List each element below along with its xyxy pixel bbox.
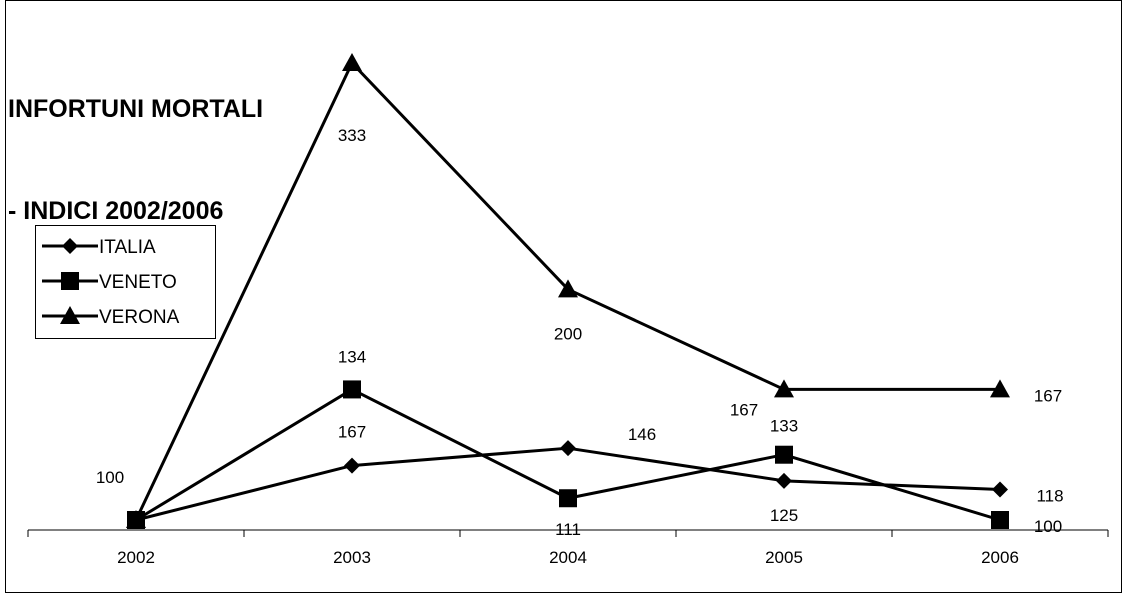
data-point-veneto [559, 489, 577, 508]
data-point-veneto [991, 511, 1009, 529]
chart-title-line-1: INFORTUNI MORTALI [8, 95, 264, 123]
chart-title: INFORTUNI MORTALI - INDICI 2002/2006 [8, 24, 263, 296]
data-point-veneto [343, 380, 361, 399]
data-point-italia [776, 472, 792, 489]
data-label-verona: 167 [730, 400, 758, 419]
data-label-veneto: 111 [555, 520, 581, 539]
legend-marker-diamond [62, 238, 78, 254]
data-label-verona: 200 [554, 324, 582, 343]
data-label-italia: 125 [770, 506, 798, 525]
data-point-verona [342, 53, 362, 71]
x-tick-label: 2004 [549, 548, 587, 567]
legend-marker-triangle [60, 306, 80, 324]
data-point-italia [992, 481, 1008, 498]
data-point-verona [990, 379, 1010, 398]
data-label-veneto: 100 [1034, 517, 1062, 536]
data-point-veneto [775, 445, 793, 464]
legend-label-verona: VERONA [99, 307, 180, 328]
x-tick-label: 2005 [765, 548, 803, 567]
x-tick-label: 2003 [333, 548, 371, 567]
data-label-veneto: 134 [338, 347, 366, 366]
data-point-verona [558, 279, 578, 298]
data-point-italia [344, 457, 360, 474]
chart-title-line-2: - INDICI 2002/2006 [8, 197, 224, 225]
data-label-italia: 100 [96, 468, 124, 487]
data-label-italia: 118 [1036, 487, 1063, 506]
data-label-veneto: 133 [770, 417, 798, 436]
data-label-verona: 333 [338, 126, 366, 145]
x-tick-label: 2002 [117, 548, 155, 567]
data-label-italia: 146 [628, 425, 656, 444]
x-tick-label: 2006 [981, 548, 1019, 567]
data-point-italia [560, 440, 576, 457]
data-point-verona [774, 379, 794, 398]
data-label-italia: 167 [338, 423, 366, 442]
legend-label-veneto: VENETO [99, 272, 177, 293]
data-point-verona [126, 510, 146, 528]
legend-marker-square [61, 272, 79, 290]
data-label-verona: 167 [1034, 386, 1062, 405]
legend-label-italia: ITALIA [99, 237, 156, 258]
